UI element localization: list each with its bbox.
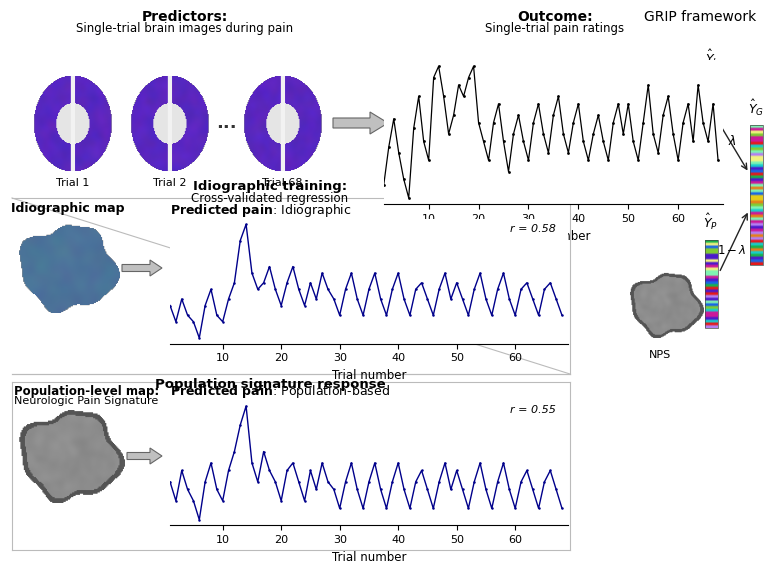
Text: Trial 2: Trial 2 xyxy=(153,178,186,188)
Text: $1-\lambda$: $1-\lambda$ xyxy=(717,244,746,257)
Bar xyxy=(705,75,718,170)
Text: Trial 68: Trial 68 xyxy=(262,178,303,188)
X-axis label: Trial number: Trial number xyxy=(332,551,406,563)
Text: ...: ... xyxy=(216,114,236,132)
Text: $\hat{Y}_I$: $\hat{Y}_I$ xyxy=(705,48,717,68)
Polygon shape xyxy=(333,112,388,134)
Text: $\hat{Y}_P$: $\hat{Y}_P$ xyxy=(704,212,718,232)
Text: $\hat{Y}_G$: $\hat{Y}_G$ xyxy=(748,98,764,118)
Text: r = 0.55: r = 0.55 xyxy=(510,406,556,415)
Text: $\bf{Predicted\ pain}$: Population-based: $\bf{Predicted\ pain}$: Population-based xyxy=(170,383,390,400)
Text: Outcome:: Outcome: xyxy=(517,10,593,24)
Text: Trial 1: Trial 1 xyxy=(56,178,89,188)
Text: Cross-validated regression: Cross-validated regression xyxy=(191,192,349,205)
Text: NPS: NPS xyxy=(649,350,671,360)
X-axis label: Trial number: Trial number xyxy=(332,369,406,382)
Text: Neurologic Pain Signature: Neurologic Pain Signature xyxy=(14,396,158,406)
Bar xyxy=(705,240,718,328)
Text: Idiographic: Idiographic xyxy=(629,145,691,155)
Text: Single-trial brain images during pain: Single-trial brain images during pain xyxy=(76,22,293,35)
Text: Idiographic map: Idiographic map xyxy=(11,202,125,215)
Text: r = 0.58: r = 0.58 xyxy=(510,224,556,233)
Polygon shape xyxy=(127,448,162,464)
Bar xyxy=(750,125,763,265)
Text: Idiographic training:: Idiographic training: xyxy=(193,180,347,193)
Polygon shape xyxy=(122,260,162,276)
Text: GRIP framework: GRIP framework xyxy=(644,10,756,24)
X-axis label: Trial number: Trial number xyxy=(516,230,590,243)
Text: $\bf{Predicted\ pain}$: Idiographic: $\bf{Predicted\ pain}$: Idiographic xyxy=(170,202,352,219)
Text: Population-level map:: Population-level map: xyxy=(14,385,159,398)
Text: Population signature response: Population signature response xyxy=(154,378,385,391)
Text: $\lambda$: $\lambda$ xyxy=(728,134,736,148)
Text: Predictors:: Predictors: xyxy=(142,10,228,24)
Text: Single-trial pain ratings: Single-trial pain ratings xyxy=(485,22,625,35)
